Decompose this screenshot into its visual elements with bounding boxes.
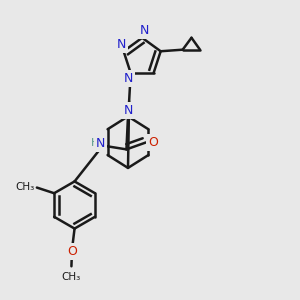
Text: N: N	[123, 104, 133, 117]
Text: CH₃: CH₃	[62, 272, 81, 282]
Text: H: H	[91, 138, 99, 148]
Text: O: O	[67, 245, 77, 258]
Text: N: N	[96, 136, 105, 150]
Text: O: O	[148, 136, 158, 149]
Text: N: N	[140, 24, 149, 38]
Text: N: N	[124, 72, 133, 85]
Text: CH₃: CH₃	[15, 182, 34, 192]
Text: N: N	[116, 38, 126, 51]
